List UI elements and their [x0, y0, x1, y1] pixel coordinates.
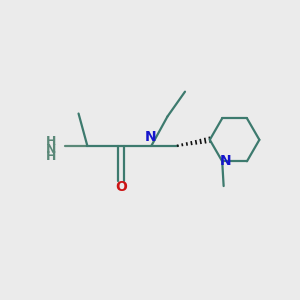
Text: N: N — [46, 143, 56, 156]
Text: O: O — [115, 180, 127, 194]
Text: N: N — [145, 130, 157, 144]
Text: N: N — [220, 154, 232, 168]
Text: H: H — [46, 135, 56, 148]
Text: H: H — [46, 151, 56, 164]
